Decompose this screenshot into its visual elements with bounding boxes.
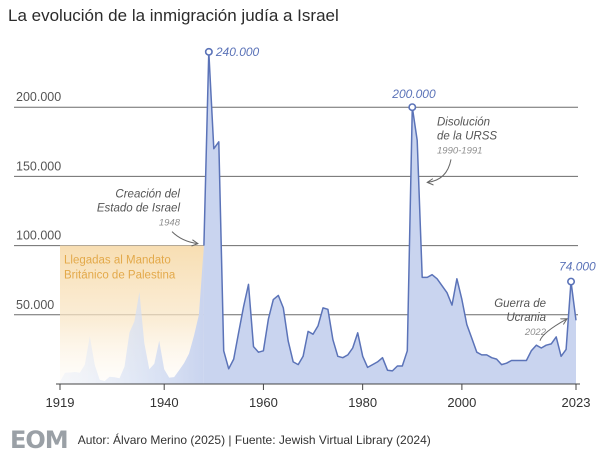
area-layer: [60, 51, 577, 385]
event-label-line: Guerra de: [494, 298, 546, 310]
mandate-layer: Llegadas al Mandato Británico de Palestin…: [60, 245, 204, 384]
x-tick-label: 2000: [447, 395, 476, 410]
chart-title: La evolución de la inmigración judía a I…: [8, 6, 339, 25]
peak-marker: [408, 103, 417, 112]
event-label-line: Creación del: [115, 189, 180, 201]
footer: EOM Autor: Álvaro Merino (2025) | Fuente…: [10, 426, 431, 454]
x-tick-label: 1940: [150, 395, 179, 410]
series-area: [203, 51, 576, 385]
eom-logo: EOM: [10, 426, 69, 454]
mandate-label-line: Llegadas al Mandato: [64, 255, 171, 267]
event-year-label: 1948: [159, 218, 181, 229]
peak-marker: [204, 47, 213, 56]
axis-layer: 1919 1940 1960 1980 2000 2023: [46, 383, 591, 410]
x-tick-label: 1960: [249, 395, 278, 410]
event-label-line: Disolución: [437, 116, 490, 128]
x-tick-label: 1980: [348, 395, 377, 410]
event-year-label: 1990-1991: [437, 145, 482, 156]
y-tick-label: 200.000: [16, 90, 61, 104]
footer-credit: Autor: Álvaro Merino (2025) | Fuente: Je…: [77, 433, 431, 447]
event-arrow: [427, 159, 452, 182]
series-line: [203, 51, 577, 372]
event-label-line: Estado de Israel: [97, 203, 181, 215]
x-tick-label: 2023: [562, 395, 591, 410]
annotation-layer: 240.000 200.000 74.000 Creación del Estado d…: [97, 45, 596, 341]
y-tick-label: 150.000: [16, 159, 61, 173]
peak-value-label: 240.000: [215, 45, 260, 59]
event-arrow: [171, 231, 198, 244]
y-tick-label: 50.000: [16, 298, 54, 312]
event-label-line: de la URSS: [437, 130, 497, 142]
event-arrow: [539, 319, 567, 341]
event-year-label: 2022: [524, 327, 547, 338]
y-tick-label: 100.000: [16, 229, 61, 243]
event-label-line: Ucrania: [506, 312, 546, 324]
mandate-label-line: Británico de Palestina: [64, 270, 176, 282]
x-tick-label: 1919: [46, 395, 75, 410]
peak-marker: [567, 277, 576, 286]
peak-value-label: 74.000: [559, 260, 596, 274]
mandate-era-area: [60, 245, 204, 384]
peak-value-label: 200.000: [391, 87, 436, 101]
